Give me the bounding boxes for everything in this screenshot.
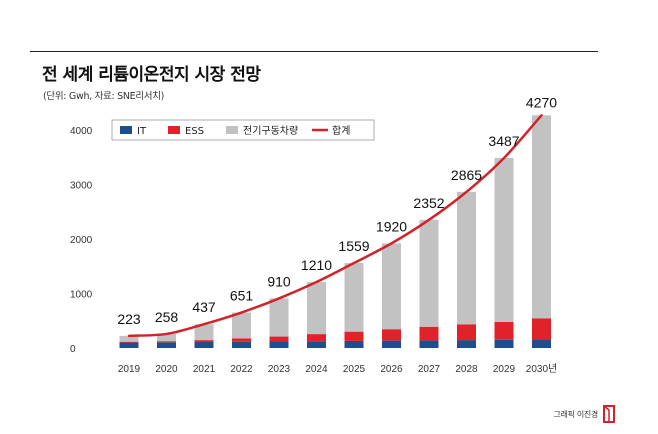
- bar-segment: [232, 341, 251, 348]
- bar-segment: [269, 336, 289, 342]
- total-value-label: 2352: [413, 195, 444, 211]
- bar-segment: [344, 263, 364, 332]
- bar-segment: [307, 341, 326, 348]
- x-tick-label: 2021: [193, 364, 216, 375]
- x-tick-label: 2028: [455, 364, 478, 375]
- legend: IT ESS 전기구동차량 합계: [111, 119, 375, 141]
- x-tick-label: 2030년: [526, 363, 557, 375]
- total-value-label: 437: [192, 299, 216, 315]
- x-tick-label: 2019: [118, 364, 141, 375]
- total-labels: 223 258 437 651 910 1210 1559 1920 2352 2865 3487 4…: [117, 94, 557, 327]
- legend-box: [111, 119, 375, 141]
- x-tick-label: 2020: [155, 364, 178, 375]
- bar-segment: [494, 339, 514, 348]
- x-tick-label: 2023: [268, 364, 291, 375]
- bar-segment: [494, 157, 514, 322]
- total-line: [127, 114, 543, 338]
- total-value-label: 651: [230, 288, 254, 304]
- x-axis: 2019 2020 2021 2022 2023 2024 2025 2026 2027 2028…: [118, 363, 557, 375]
- total-value-label: 1559: [338, 238, 369, 254]
- bar-segment: [532, 339, 551, 348]
- bar-segment: [344, 331, 364, 341]
- x-tick-label: 2026: [380, 364, 403, 375]
- legend-label: ESS: [185, 126, 204, 137]
- bar-segment: [382, 340, 401, 348]
- y-tick-label: 4000: [70, 126, 93, 137]
- legend-label: IT: [137, 126, 147, 137]
- total-value-label: 223: [117, 311, 141, 327]
- bar-segment: [457, 191, 476, 325]
- legend-label: 전기구동차량: [243, 125, 298, 137]
- bar-segment: [119, 341, 139, 343]
- bar-segment: [457, 340, 476, 348]
- y-tick-label: 0: [70, 344, 76, 355]
- total-value-label: 3487: [488, 133, 519, 149]
- total-line-group: [127, 114, 543, 338]
- bar-segment: [157, 333, 176, 342]
- bars-group: [119, 115, 551, 348]
- y-axis: 0 1000 2000 3000 4000: [70, 126, 93, 355]
- bar-segment: [532, 115, 551, 319]
- bar-segment: [307, 282, 326, 335]
- bar-segment: [194, 340, 214, 343]
- bar-segment: [419, 326, 439, 341]
- bar-segment: [307, 334, 326, 342]
- bar-segment: [419, 219, 439, 327]
- legend-swatch: [168, 126, 180, 134]
- chart-title: 전 세계 리튬이온전지 시장 전망: [42, 65, 261, 85]
- bar-segment: [157, 342, 176, 348]
- total-value-label: 258: [155, 309, 179, 325]
- legend-swatch: [226, 126, 238, 134]
- bar-segment: [269, 298, 289, 337]
- bar-segment: [194, 342, 214, 348]
- bar-segment: [232, 338, 251, 342]
- y-tick-label: 1000: [70, 290, 93, 301]
- bar-segment: [119, 342, 139, 348]
- graphic-credit: 그래픽 이진경: [553, 410, 598, 419]
- y-tick-label: 3000: [70, 181, 93, 192]
- x-tick-label: 2029: [493, 364, 516, 375]
- x-tick-label: 2024: [305, 364, 328, 375]
- total-value-label: 4270: [526, 94, 557, 110]
- bar-segment: [344, 340, 364, 348]
- x-tick-label: 2027: [418, 364, 441, 375]
- legend-label: 합계: [332, 125, 350, 137]
- bar-segment: [419, 340, 439, 348]
- legend-swatch: [120, 126, 132, 134]
- bar-segment: [532, 318, 551, 340]
- total-value-label: 1920: [376, 218, 407, 234]
- total-value-label: 2865: [451, 167, 482, 183]
- bar-segment: [157, 341, 176, 343]
- total-value-label: 1210: [301, 257, 332, 273]
- bar-segment: [457, 324, 476, 341]
- bar-segment: [119, 335, 139, 342]
- top-rule: [30, 51, 598, 52]
- bar-segment: [382, 243, 401, 330]
- bar-segment: [269, 341, 289, 348]
- bar-segment: [194, 324, 214, 341]
- y-tick-label: 2000: [70, 235, 93, 246]
- x-tick-label: 2025: [343, 364, 366, 375]
- bar-segment: [232, 312, 251, 339]
- bar-segment: [382, 329, 401, 341]
- chart-subtitle: (단위: Gwh, 자료: SNE리서치): [43, 91, 165, 102]
- publisher-logo-icon: [603, 405, 615, 423]
- x-tick-label: 2022: [230, 364, 253, 375]
- total-value-label: 910: [267, 273, 291, 289]
- bar-segment: [494, 321, 514, 340]
